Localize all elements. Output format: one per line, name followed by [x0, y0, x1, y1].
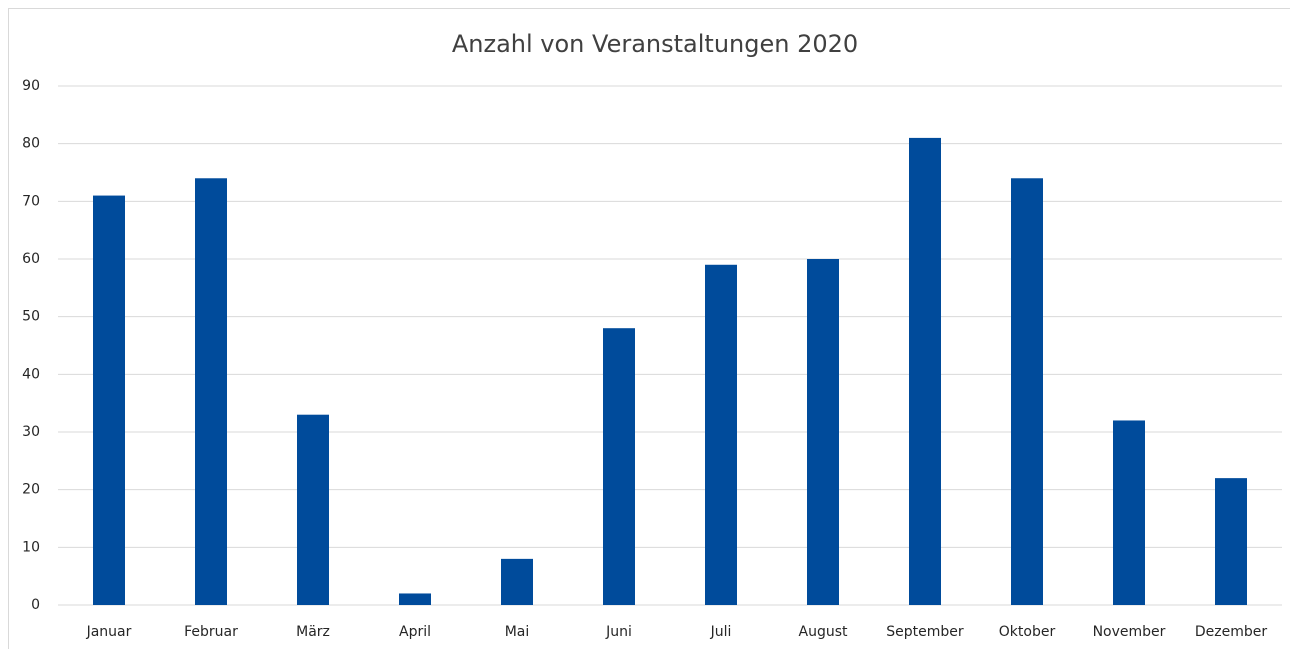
x-tick-label: Juli — [710, 624, 732, 640]
y-tick-label: 70 — [22, 193, 40, 209]
y-tick-label: 50 — [22, 309, 40, 325]
bar — [705, 264, 737, 605]
y-tick-label: 60 — [22, 251, 40, 267]
chart-border — [8, 8, 1290, 649]
y-tick-label: 90 — [22, 78, 40, 94]
y-tick-label: 0 — [31, 597, 40, 613]
y-tick-label: 40 — [22, 366, 40, 382]
chart-title: Anzahl von Veranstaltungen 2020 — [452, 30, 858, 58]
x-tick-label: Juni — [605, 624, 632, 640]
x-tick-label: Januar — [86, 624, 132, 640]
bar — [603, 328, 635, 605]
x-tick-label: November — [1093, 624, 1166, 640]
bar — [909, 137, 941, 605]
x-tick-label: Oktober — [999, 624, 1056, 640]
x-tick-label: September — [886, 624, 964, 640]
x-tick-label: Mai — [505, 624, 530, 640]
bar — [501, 558, 533, 605]
x-tick-label: Februar — [184, 624, 238, 640]
y-tick-label: 10 — [22, 539, 40, 555]
bar — [1215, 478, 1247, 605]
x-tick-label: August — [799, 624, 849, 640]
bar — [399, 593, 431, 605]
bar — [1113, 420, 1145, 605]
y-tick-label: 80 — [22, 136, 40, 152]
bar — [297, 414, 329, 605]
bar — [807, 259, 839, 605]
x-tick-label: Dezember — [1195, 624, 1267, 640]
bar — [1011, 178, 1043, 605]
y-tick-label: 30 — [22, 424, 40, 440]
y-tick-label: 20 — [22, 482, 40, 498]
bar — [195, 178, 227, 605]
bar — [93, 195, 125, 606]
x-tick-label: März — [296, 624, 330, 640]
x-tick-label: April — [399, 624, 431, 640]
